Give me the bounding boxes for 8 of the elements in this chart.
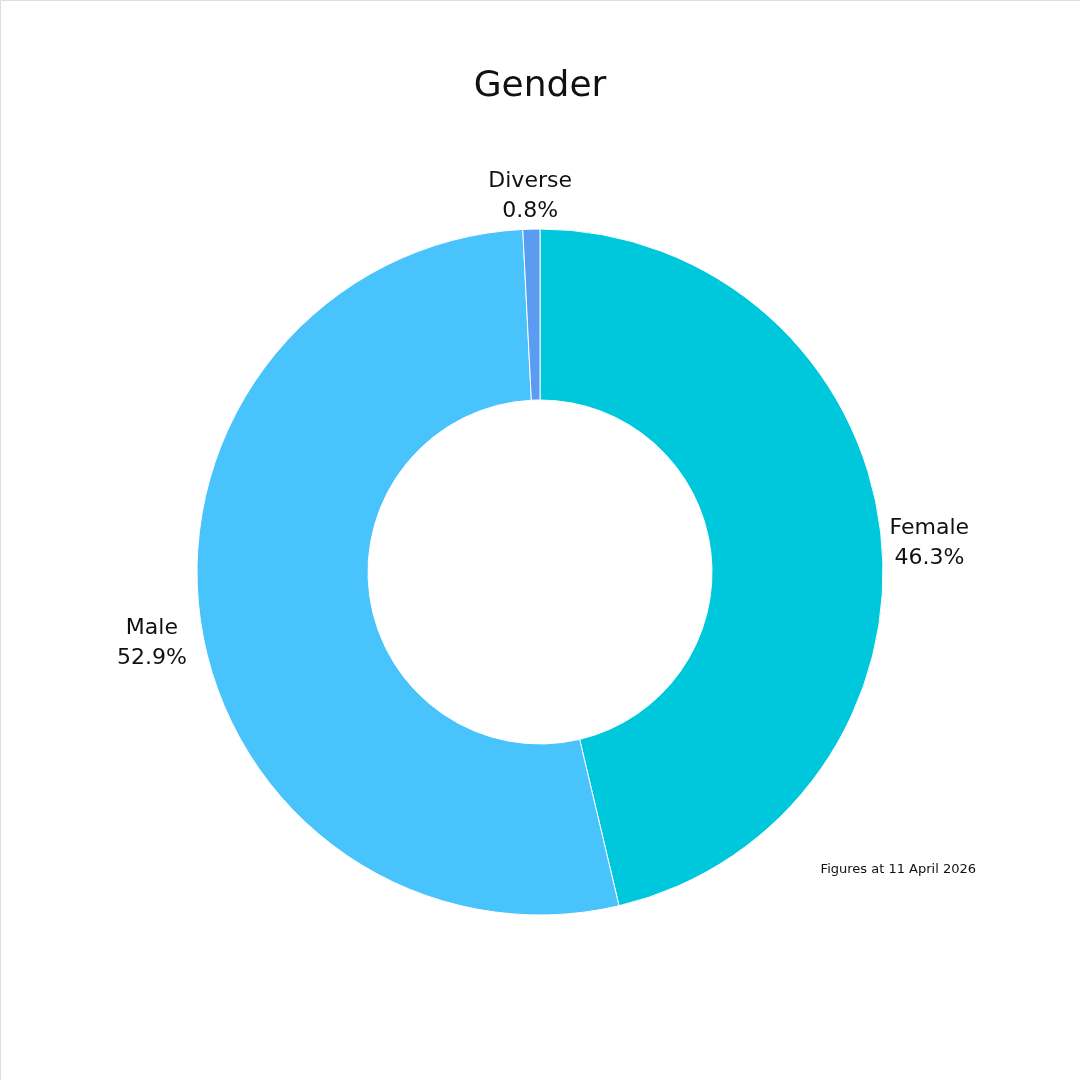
data-label: 46.3% [894, 543, 965, 569]
slice-label: Female [889, 513, 970, 539]
text: Figures at 11 April 2026 [820, 861, 976, 876]
slice-label: Diverse [488, 167, 572, 193]
data-label: 52.9% [116, 644, 187, 670]
slice-label: Male [125, 614, 178, 640]
chart-title: Gender [473, 63, 607, 104]
data-label: 0.8% [502, 197, 559, 223]
